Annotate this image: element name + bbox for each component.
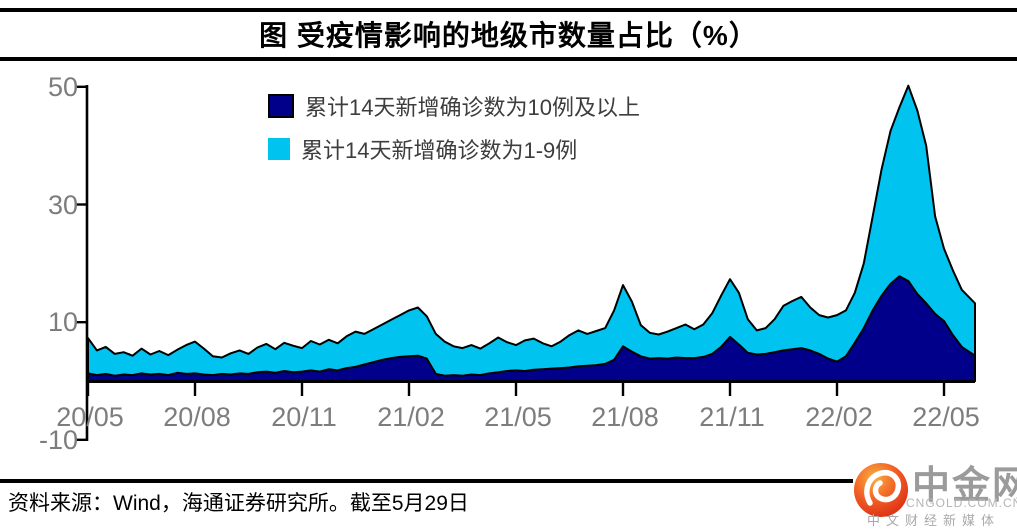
axes <box>76 85 976 441</box>
legend-label: 累计14天新增确诊数为1-9例 <box>301 138 578 163</box>
x-tick-label: 20/05 <box>56 402 124 432</box>
footer-divider <box>0 479 853 483</box>
y-tick-label-30: 30 <box>47 190 78 220</box>
x-tick-label: 21/08 <box>591 402 659 432</box>
chart-title: 图 受疫情影响的地级市数量占比（%） <box>259 20 758 51</box>
x-tick-label: 21/02 <box>377 402 445 432</box>
cngold-swirl-icon <box>854 463 908 517</box>
series-area-10-plus <box>87 275 976 382</box>
legend-swatch-cyan <box>268 138 290 160</box>
cngold-logo: 中金网 CNGOLD.COM.CN 中文财经新媒体 <box>846 452 1017 531</box>
y-tick-label-10: 10 <box>47 307 78 337</box>
y-tick-label-neg10: -10 <box>38 425 78 455</box>
legend: 累计14天新增确诊数为10例及以上 累计14天新增确诊数为1-9例 <box>268 94 640 180</box>
logo-domain: CNGOLD.COM.CN <box>906 496 1017 510</box>
logo-name: 中金网 <box>912 465 1017 507</box>
legend-item-10-plus: 累计14天新增确诊数为10例及以上 <box>268 94 640 120</box>
x-tick-label: 22/02 <box>805 402 873 432</box>
source-note: 资料来源：Wind，海通证券研究所。截至5月29日 <box>8 492 469 515</box>
logo-tagline: 中文财经新媒体 <box>867 513 1001 528</box>
x-tick-label: 22/05 <box>912 402 980 432</box>
x-tick-label: 20/08 <box>163 402 231 432</box>
y-tick-label-50: 50 <box>47 72 78 102</box>
title-divider <box>0 57 1017 61</box>
x-tick-label: 21/11 <box>699 402 765 432</box>
top-divider <box>0 8 1017 12</box>
x-tick-label: 20/11 <box>271 402 337 432</box>
legend-swatch-navy <box>268 94 294 118</box>
legend-item-1-9: 累计14天新增确诊数为1-9例 <box>268 137 640 163</box>
x-tick-label: 21/05 <box>484 402 552 432</box>
legend-label: 累计14天新增确诊数为10例及以上 <box>305 95 640 120</box>
